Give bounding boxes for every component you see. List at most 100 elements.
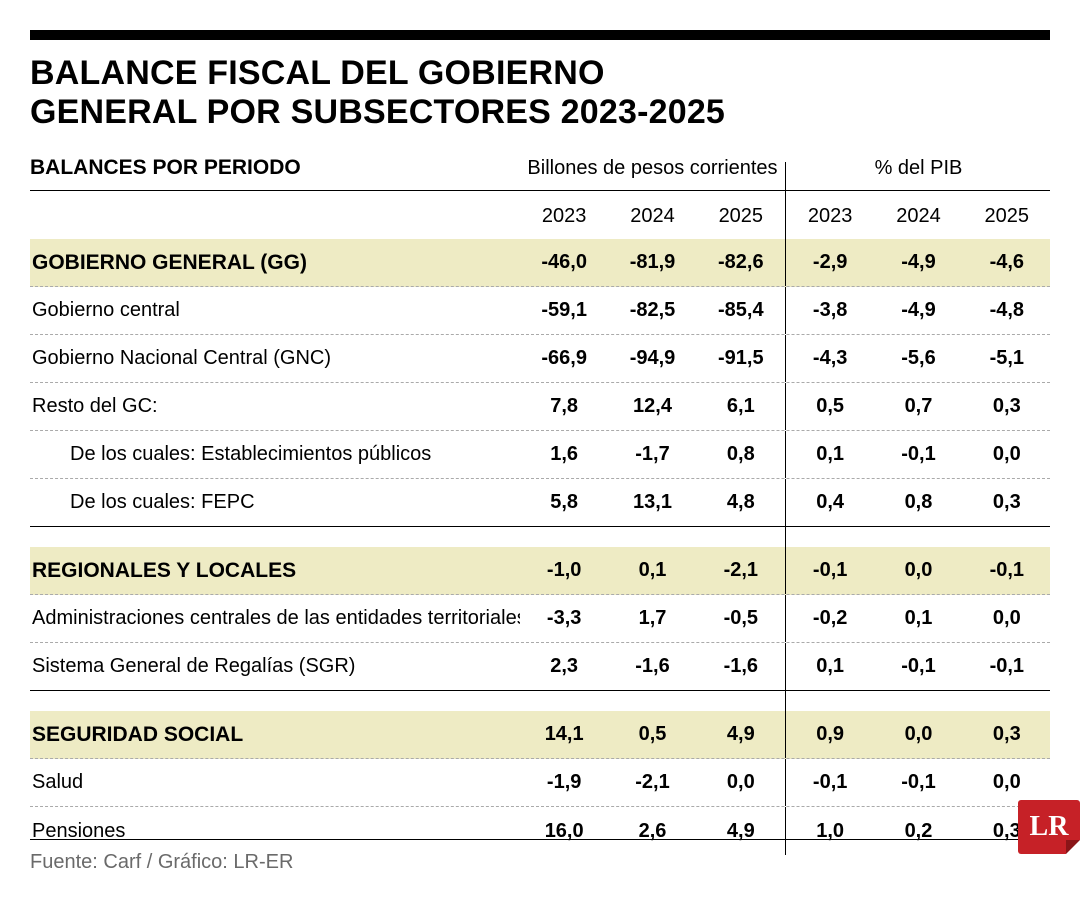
value-cell: 0,8 <box>697 443 785 466</box>
value-cell: 0,7 <box>874 395 962 418</box>
year-cell: 2024 <box>874 191 962 239</box>
value-cell: -0,2 <box>786 607 874 630</box>
value-cell: 0,1 <box>608 559 696 582</box>
value-cell: -82,6 <box>697 251 785 274</box>
value-cell: 0,3 <box>963 723 1051 746</box>
value-cell: 0,9 <box>786 723 874 746</box>
year-row: 2023 2024 2025 2023 2024 2025 <box>30 191 1050 239</box>
value-cell: 1,6 <box>520 443 608 466</box>
value-cell: -81,9 <box>608 251 696 274</box>
value-cell: -0,1 <box>874 771 962 794</box>
year-cell: 2025 <box>697 191 785 239</box>
value-cell: -0,1 <box>786 559 874 582</box>
value-cell: -0,1 <box>963 559 1051 582</box>
bottom-rule <box>30 839 1050 840</box>
value-cell: 0,8 <box>874 491 962 514</box>
value-cell: 0,1 <box>786 443 874 466</box>
group-header-left-label: Billones de pesos corrientes <box>520 157 785 190</box>
subtitle: BALANCES POR PERIODO <box>30 156 520 190</box>
value-cell: -5,6 <box>874 347 962 370</box>
value-cell: 0,5 <box>786 395 874 418</box>
table-row: Salud-1,9-2,10,0-0,1-0,10,0 <box>30 759 1050 807</box>
logo-fold-icon <box>1066 840 1080 854</box>
table-row: Gobierno central-59,1-82,5-85,4-3,8-4,9-… <box>30 287 1050 335</box>
row-label: Sistema General de Regalías (SGR) <box>30 655 520 678</box>
value-cell: -46,0 <box>520 251 608 274</box>
value-cell: 0,4 <box>786 491 874 514</box>
value-cell: -2,9 <box>786 251 874 274</box>
value-cell: -0,1 <box>963 655 1051 678</box>
value-cell: -5,1 <box>963 347 1051 370</box>
row-label: De los cuales: FEPC <box>30 491 520 514</box>
publisher-logo: LR <box>1018 800 1080 854</box>
group-header-left: Billones de pesos corrientes <box>520 157 785 190</box>
value-cell: -1,7 <box>608 443 696 466</box>
value-cell: -4,8 <box>963 299 1051 322</box>
value-cell: 0,5 <box>608 723 696 746</box>
table-row: REGIONALES Y LOCALES-1,00,1-2,1-0,10,0-0… <box>30 547 1050 595</box>
publisher-logo-text: LR <box>1030 811 1069 843</box>
year-cell: 2025 <box>963 191 1051 239</box>
title-line-1: BALANCE FISCAL DEL GOBIERNO <box>30 54 605 92</box>
year-cell: 2023 <box>786 191 874 239</box>
value-cell: -4,6 <box>963 251 1051 274</box>
value-cell: 6,1 <box>697 395 785 418</box>
column-separator <box>785 527 786 547</box>
value-cell: 0,1 <box>874 607 962 630</box>
table-body: GOBIERNO GENERAL (GG)-46,0-81,9-82,6-2,9… <box>30 239 1050 855</box>
year-cell: 2023 <box>520 191 608 239</box>
value-cell: 0,1 <box>786 655 874 678</box>
value-cell: -94,9 <box>608 347 696 370</box>
value-cell: -3,8 <box>786 299 874 322</box>
group-header-right: % del PIB <box>786 157 1051 190</box>
value-cell: -2,1 <box>697 559 785 582</box>
row-label: Gobierno central <box>30 299 520 322</box>
source-credit: Fuente: Carf / Gráfico: LR-ER <box>30 851 293 874</box>
value-cell: -85,4 <box>697 299 785 322</box>
value-cell: 0,0 <box>963 607 1051 630</box>
section-spacer <box>30 691 1050 711</box>
row-label: REGIONALES Y LOCALES <box>30 559 520 583</box>
value-cell: -1,9 <box>520 771 608 794</box>
value-cell: -91,5 <box>697 347 785 370</box>
table-row: De los cuales: FEPC5,813,14,80,40,80,3 <box>30 479 1050 527</box>
value-cell: -66,9 <box>520 347 608 370</box>
table-row: GOBIERNO GENERAL (GG)-46,0-81,9-82,6-2,9… <box>30 239 1050 287</box>
value-cell: 0,3 <box>963 395 1051 418</box>
title-line-2: GENERAL POR SUBSECTORES 2023-2025 <box>30 93 725 131</box>
value-cell: -0,5 <box>697 607 785 630</box>
value-cell: -1,0 <box>520 559 608 582</box>
section-spacer <box>30 527 1050 547</box>
table-row: Gobierno Nacional Central (GNC)-66,9-94,… <box>30 335 1050 383</box>
value-cell: 0,0 <box>963 771 1051 794</box>
value-cell: 0,0 <box>874 559 962 582</box>
row-label: Resto del GC: <box>30 395 520 418</box>
value-cell: -0,1 <box>874 443 962 466</box>
value-cell: -1,6 <box>697 655 785 678</box>
year-row-spacer <box>30 191 520 239</box>
value-cell: 1,7 <box>608 607 696 630</box>
value-cell: -0,1 <box>786 771 874 794</box>
header-row: BALANCES POR PERIODO Billones de pesos c… <box>30 156 1050 191</box>
value-cell: 14,1 <box>520 723 608 746</box>
value-cell: -4,9 <box>874 299 962 322</box>
value-cell: -2,1 <box>608 771 696 794</box>
value-cell: 4,9 <box>697 723 785 746</box>
table-row: Sistema General de Regalías (SGR)2,3-1,6… <box>30 643 1050 691</box>
row-label: GOBIERNO GENERAL (GG) <box>30 251 520 275</box>
value-cell: -3,3 <box>520 607 608 630</box>
value-cell: -59,1 <box>520 299 608 322</box>
value-cell: -1,6 <box>608 655 696 678</box>
row-label: SEGURIDAD SOCIAL <box>30 723 520 747</box>
top-rule <box>30 30 1050 40</box>
value-cell: 0,0 <box>874 723 962 746</box>
table-row: De los cuales: Establecimientos públicos… <box>30 431 1050 479</box>
table-row: Resto del GC:7,812,46,10,50,70,3 <box>30 383 1050 431</box>
value-cell: 0,3 <box>963 491 1051 514</box>
value-cell: 0,0 <box>963 443 1051 466</box>
year-cell: 2024 <box>608 191 696 239</box>
page-title: BALANCE FISCAL DEL GOBIERNO GENERAL POR … <box>30 54 1050 132</box>
value-cell: 5,8 <box>520 491 608 514</box>
value-cell: 4,8 <box>697 491 785 514</box>
value-cell: 7,8 <box>520 395 608 418</box>
